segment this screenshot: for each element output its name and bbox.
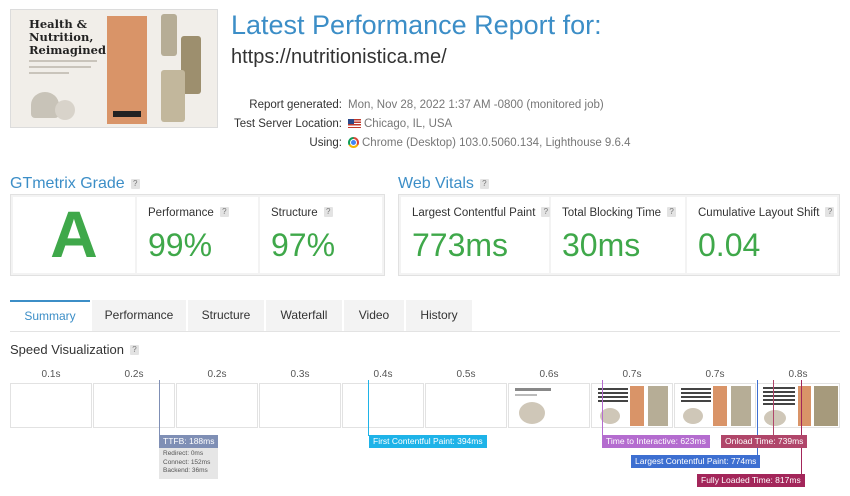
speed-visualization-title: Speed Visualization? (10, 342, 139, 357)
lcp-marker-line (757, 380, 758, 456)
report-url[interactable]: https://nutritionistica.me/ (231, 46, 447, 68)
help-icon[interactable]: ? (219, 207, 229, 217)
filmstrip-frame[interactable] (591, 383, 673, 428)
ttfb-details: Redirect: 0ms Connect: 152ms Backend: 36… (159, 448, 218, 479)
tbt-value: 30ms (562, 227, 641, 263)
ttfb-label[interactable]: TTFB: 188ms (159, 435, 219, 448)
timeline-tick: 0.2s (124, 369, 144, 380)
structure-score: 97% (271, 227, 336, 263)
web-vitals-title: Web Vitals? (398, 175, 489, 193)
timeline-tick: 0.6s (539, 369, 559, 380)
timeline-tick: 0.4s (373, 369, 393, 380)
filmstrip-frame[interactable] (508, 383, 590, 428)
tab-performance[interactable]: Performance (92, 300, 186, 331)
performance-score: 99% (148, 227, 213, 263)
filmstrip-frame[interactable] (93, 383, 175, 428)
grade-letter: A (50, 197, 98, 271)
grade-cell: A (13, 197, 135, 273)
fcp-marker-line (368, 380, 369, 436)
ttfb-marker-line (159, 380, 160, 436)
web-vitals-panel: Largest Contentful Paint? 773ms Total Bl… (398, 194, 840, 276)
report-tabs: Summary Performance Structure Waterfall … (10, 300, 840, 332)
help-icon[interactable]: ? (323, 207, 333, 217)
filmstrip-frame[interactable] (674, 383, 756, 428)
filmstrip-frame[interactable] (259, 383, 341, 428)
tti-marker-line (602, 380, 603, 436)
report-title: Latest Performance Report for: (231, 10, 602, 40)
lcp-cell: Largest Contentful Paint? 773ms (401, 197, 551, 273)
help-icon[interactable]: ? (825, 207, 835, 217)
tti-label[interactable]: Time to Interactive: 623ms (602, 435, 710, 448)
timeline-tick: 0.8s (788, 369, 808, 380)
help-icon[interactable]: ? (667, 207, 677, 217)
tab-summary[interactable]: Summary (10, 300, 90, 331)
timeline-tick: 0.2s (207, 369, 227, 380)
filmstrip-frame[interactable] (425, 383, 507, 428)
cls-value: 0.04 (698, 227, 761, 263)
thumbnail-title: Health & Nutrition, Reimagined (29, 17, 106, 57)
fully-loaded-marker-line (801, 380, 802, 474)
help-icon[interactable]: ? (479, 179, 489, 189)
structure-cell: Structure? 97% (260, 197, 382, 273)
gtmetrix-grade-title: GTmetrix Grade? (10, 175, 140, 193)
fcp-label[interactable]: First Contentful Paint: 394ms (369, 435, 487, 448)
filmstrip-frame[interactable] (176, 383, 258, 428)
onload-marker-line (773, 380, 774, 436)
tab-waterfall[interactable]: Waterfall (266, 300, 342, 331)
performance-cell: Performance? 99% (137, 197, 258, 273)
filmstrip-frame[interactable] (757, 383, 840, 428)
help-icon[interactable]: ? (541, 207, 551, 217)
cls-cell: Cumulative Layout Shift? 0.04 (687, 197, 837, 273)
onload-label[interactable]: Onload Time: 739ms (721, 435, 808, 448)
timeline-tick: 0.5s (456, 369, 476, 380)
lcp-label[interactable]: Largest Contentful Paint: 774ms (631, 455, 761, 468)
lcp-value: 773ms (412, 227, 509, 263)
gtmetrix-grade-panel: A Performance? 99% Structure? 97% (10, 194, 385, 276)
tbt-cell: Total Blocking Time? 30ms (551, 197, 685, 273)
tab-video[interactable]: Video (344, 300, 404, 331)
filmstrip-frame[interactable] (342, 383, 424, 428)
us-flag-icon (348, 119, 361, 128)
help-icon[interactable]: ? (130, 179, 140, 189)
tab-structure[interactable]: Structure (188, 300, 264, 331)
page-thumbnail[interactable]: Health & Nutrition, Reimagined (10, 9, 218, 128)
timeline-tick: 0.7s (622, 369, 642, 380)
tab-history[interactable]: History (406, 300, 472, 331)
help-icon[interactable]: ? (129, 345, 139, 355)
timeline-tick: 0.3s (290, 369, 310, 380)
timeline-tick: 0.7s (705, 369, 725, 380)
chrome-icon (348, 137, 359, 148)
fully-loaded-label[interactable]: Fully Loaded Time: 817ms (697, 474, 805, 487)
thumbnail-card (107, 16, 147, 124)
timeline-tick: 0.1s (41, 369, 61, 380)
filmstrip-frame[interactable] (10, 383, 92, 428)
